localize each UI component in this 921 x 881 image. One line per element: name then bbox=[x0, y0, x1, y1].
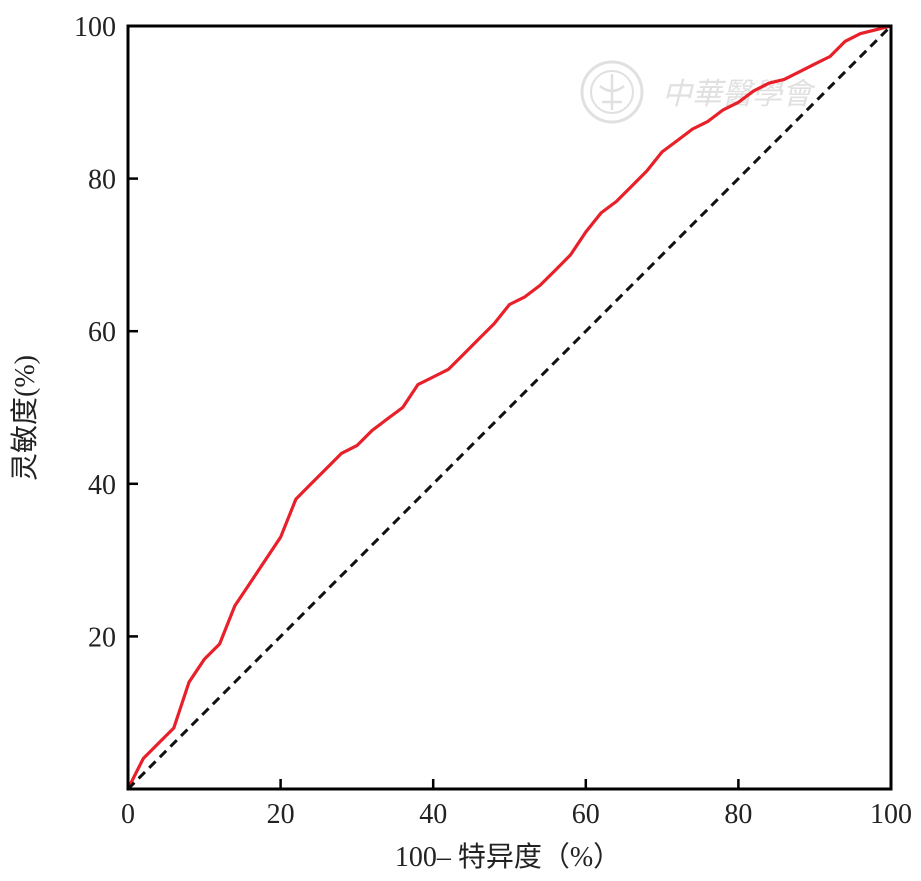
x-tick-label: 20 bbox=[267, 799, 295, 830]
x-axis-title: 100– 特异度（%） bbox=[395, 841, 621, 873]
roc-curve-line bbox=[126, 24, 893, 791]
watermark: 中華醫學會 bbox=[580, 60, 816, 124]
watermark-seal-icon bbox=[580, 60, 644, 124]
y-tick-label: 80 bbox=[88, 165, 116, 196]
y-axis-title: 灵敏度(%) bbox=[9, 355, 41, 481]
y-tick-label: 60 bbox=[88, 317, 116, 348]
plot-frame bbox=[126, 24, 893, 791]
watermark-text: 中華醫學會 bbox=[662, 78, 816, 111]
x-tick-label: 40 bbox=[419, 799, 447, 830]
x-tick-label: 100 bbox=[870, 799, 912, 830]
x-axis: 0 20 40 60 80 100 bbox=[121, 779, 912, 830]
plot-area bbox=[126, 24, 893, 791]
reference-diagonal-line bbox=[126, 24, 893, 791]
y-tick-label: 40 bbox=[88, 470, 116, 501]
x-tick-label: 80 bbox=[724, 799, 752, 830]
x-tick-label: 0 bbox=[121, 799, 135, 830]
y-tick-label: 20 bbox=[88, 622, 116, 653]
x-tick-label: 60 bbox=[572, 799, 600, 830]
y-tick-label: 100 bbox=[74, 12, 116, 43]
plot-border bbox=[126, 24, 893, 791]
y-axis: 20 40 60 80 100 bbox=[74, 12, 138, 653]
